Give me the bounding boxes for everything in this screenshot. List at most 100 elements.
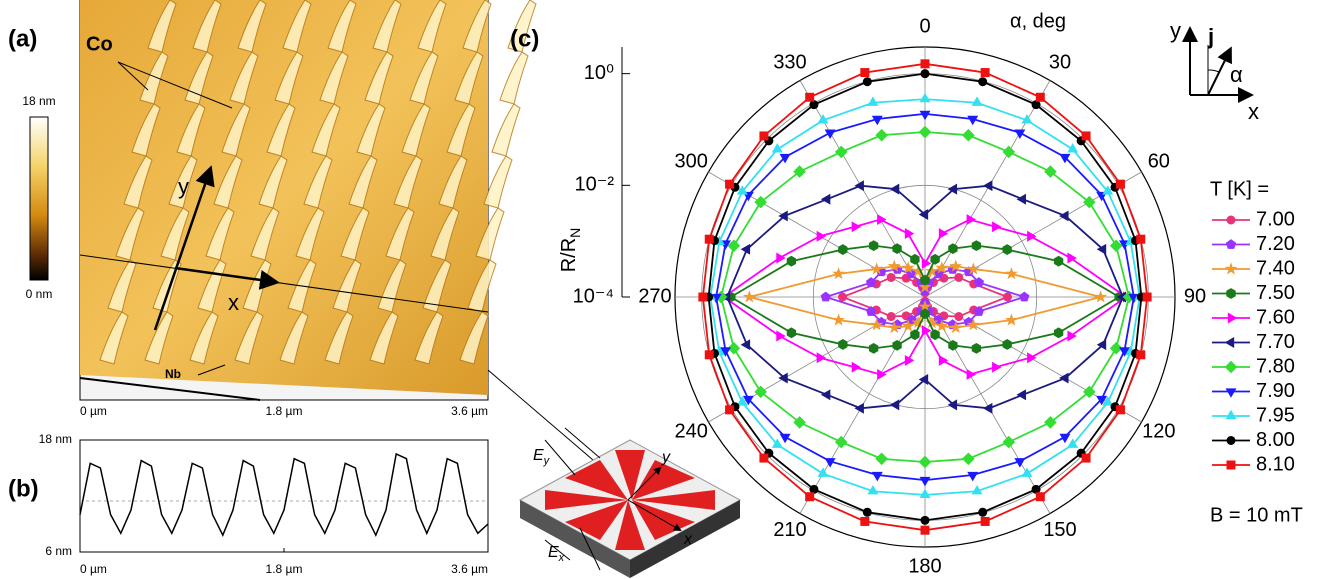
marker	[838, 244, 848, 255]
marker	[1002, 244, 1012, 255]
legend-label: 7.95	[1256, 404, 1295, 426]
legend-marker	[1224, 337, 1235, 348]
marker	[1031, 100, 1041, 110]
ridge	[462, 0, 492, 53]
marker	[776, 252, 786, 264]
marker	[1035, 492, 1045, 502]
marker	[1027, 230, 1037, 242]
legend-title: T [K] =	[1210, 178, 1269, 200]
marker	[967, 471, 979, 482]
marker	[925, 315, 939, 329]
profile-line	[79, 452, 489, 538]
ridge	[147, 0, 177, 53]
panel-label: (b)	[8, 475, 39, 502]
marker	[832, 313, 846, 326]
ridge	[123, 155, 153, 209]
marker	[1002, 145, 1016, 159]
marker	[1053, 255, 1064, 267]
marker	[918, 455, 932, 469]
marker	[947, 183, 958, 195]
legend-label: 8.00	[1256, 429, 1295, 451]
ridge	[340, 207, 370, 261]
ridge	[454, 51, 484, 105]
r-tick-label: 10⁻⁴	[573, 285, 614, 307]
r-axis-label: R/RN	[558, 228, 582, 273]
marker	[1002, 339, 1012, 350]
marker	[962, 128, 975, 142]
marker	[778, 210, 788, 222]
marker	[1059, 372, 1069, 384]
ridge	[99, 311, 129, 365]
marker	[966, 369, 977, 380]
marker	[1067, 143, 1079, 153]
marker	[809, 484, 819, 494]
marker	[925, 264, 939, 277]
marker	[820, 389, 831, 401]
angular-grid-line	[924, 80, 1051, 298]
marker	[971, 484, 983, 495]
marker	[920, 525, 930, 535]
ridge	[192, 0, 222, 53]
marker	[704, 350, 714, 360]
marker	[868, 342, 879, 354]
marker	[962, 452, 975, 466]
marker	[1002, 292, 1012, 302]
marker	[1096, 395, 1108, 406]
marker	[892, 339, 902, 351]
angle-tick-label: 90	[1184, 285, 1206, 307]
marker	[982, 402, 993, 414]
marker	[740, 339, 751, 351]
schematic-label: x	[1248, 99, 1259, 124]
marker	[867, 96, 879, 106]
legend-label: 7.60	[1256, 306, 1295, 328]
ridge	[168, 155, 198, 209]
marker	[910, 253, 920, 265]
legend-marker	[1227, 312, 1238, 324]
marker	[786, 327, 797, 339]
legend-label: 7.50	[1256, 282, 1295, 304]
marker	[910, 329, 920, 341]
ridge	[279, 311, 309, 365]
marker	[919, 92, 931, 103]
marker	[742, 290, 756, 303]
r-tick-label: 10⁰	[584, 62, 614, 84]
ridge	[311, 103, 341, 157]
marker	[1081, 131, 1091, 141]
ridge	[417, 0, 447, 53]
marker	[809, 100, 819, 110]
marker	[1102, 396, 1114, 406]
ridge	[491, 103, 521, 157]
afm-image	[79, 0, 537, 401]
ridge	[414, 311, 444, 365]
marker	[698, 292, 708, 302]
co-label: Co	[86, 33, 113, 55]
marker	[966, 214, 977, 225]
ridge	[430, 207, 460, 261]
legend-marker	[1225, 409, 1237, 420]
marker	[870, 318, 884, 331]
marker	[1059, 433, 1071, 444]
marker	[1002, 435, 1016, 449]
ridge	[475, 207, 505, 261]
marker	[973, 306, 985, 316]
marker	[978, 507, 988, 517]
marker	[771, 143, 783, 153]
marker	[971, 342, 982, 354]
marker	[816, 230, 827, 242]
angle-tick-label: 30	[1049, 51, 1071, 73]
ridge	[213, 155, 243, 209]
marker	[793, 165, 806, 178]
ridge	[499, 51, 529, 105]
marker	[704, 234, 714, 244]
ridge	[234, 311, 264, 365]
marker	[854, 180, 864, 192]
ridge	[332, 259, 362, 313]
ridge	[107, 259, 137, 313]
marker	[720, 347, 731, 357]
legend-label: 8.10	[1256, 453, 1295, 475]
r-tick-label: 10⁻²	[575, 174, 615, 196]
angle-tick-label: 120	[1142, 420, 1175, 442]
marker	[938, 354, 949, 366]
marker	[870, 262, 884, 275]
marker	[1031, 484, 1041, 494]
